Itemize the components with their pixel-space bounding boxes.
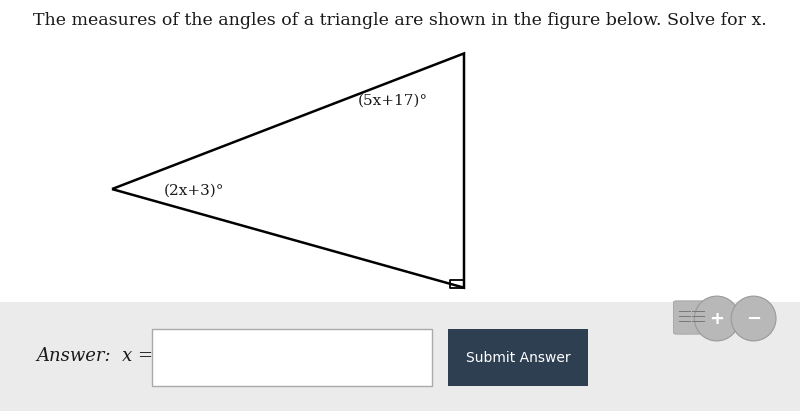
Text: The measures of the angles of a triangle are shown in the figure below. Solve fo: The measures of the angles of a triangle… — [33, 12, 767, 29]
Bar — [448, 329, 588, 386]
Text: Answer:  x =: Answer: x = — [36, 346, 153, 365]
Bar — [152, 329, 432, 386]
Ellipse shape — [731, 296, 776, 341]
Text: (2x+3)°: (2x+3)° — [164, 184, 225, 198]
FancyBboxPatch shape — [674, 301, 712, 334]
Text: (5x+17)°: (5x+17)° — [358, 94, 428, 108]
Text: +: + — [710, 309, 724, 328]
Text: Submit Answer: Submit Answer — [466, 351, 570, 365]
Bar — [0, 302, 800, 411]
Ellipse shape — [694, 296, 739, 341]
Text: −: − — [746, 309, 761, 328]
